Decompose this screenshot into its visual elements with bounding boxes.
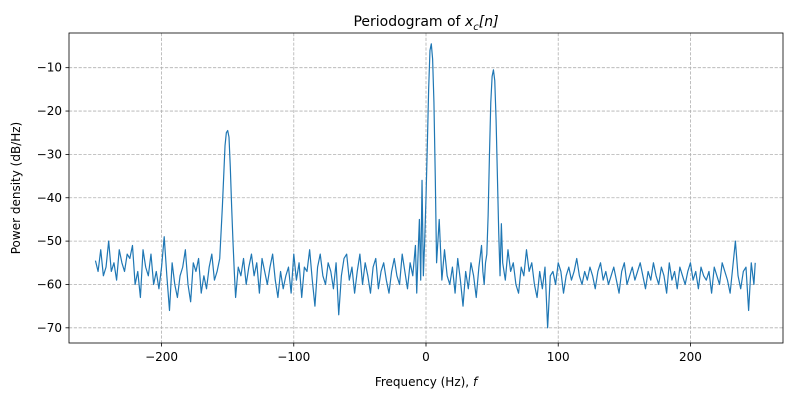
x-tick-label: 200 bbox=[679, 350, 702, 364]
y-tick-label: −20 bbox=[37, 104, 62, 118]
y-tick-label: −70 bbox=[37, 321, 62, 335]
x-axis-label-text: Frequency (Hz), bbox=[375, 375, 473, 389]
y-tick-label: −10 bbox=[37, 61, 62, 75]
title-suffix: [n] bbox=[479, 14, 499, 30]
periodogram-line bbox=[94, 43, 756, 329]
title-subscript: c bbox=[473, 22, 479, 33]
x-axis-label: Frequency (Hz), f bbox=[375, 375, 479, 389]
y-tick-label: −50 bbox=[37, 234, 62, 248]
y-tick-label: −40 bbox=[37, 191, 62, 205]
x-tick-label: −200 bbox=[145, 350, 178, 364]
chart-title: Periodogram of xc[n] bbox=[353, 14, 498, 33]
x-tick-label: 0 bbox=[422, 350, 430, 364]
data-layer bbox=[94, 43, 756, 329]
x-axis-label-variable: f bbox=[473, 375, 479, 389]
y-tick-label: −30 bbox=[37, 147, 62, 161]
x-tick-label: −100 bbox=[277, 350, 310, 364]
x-tick-label: 100 bbox=[547, 350, 570, 364]
title-variable: x bbox=[464, 14, 474, 30]
y-tick-label: −60 bbox=[37, 277, 62, 291]
y-axis-label: Power density (dB/Hz) bbox=[9, 122, 23, 255]
title-prefix: Periodogram of bbox=[353, 14, 464, 30]
ticks: −200 −100 0 100 200 −70 −60 −50 −40 −30 −20 −10 bbox=[37, 61, 702, 364]
